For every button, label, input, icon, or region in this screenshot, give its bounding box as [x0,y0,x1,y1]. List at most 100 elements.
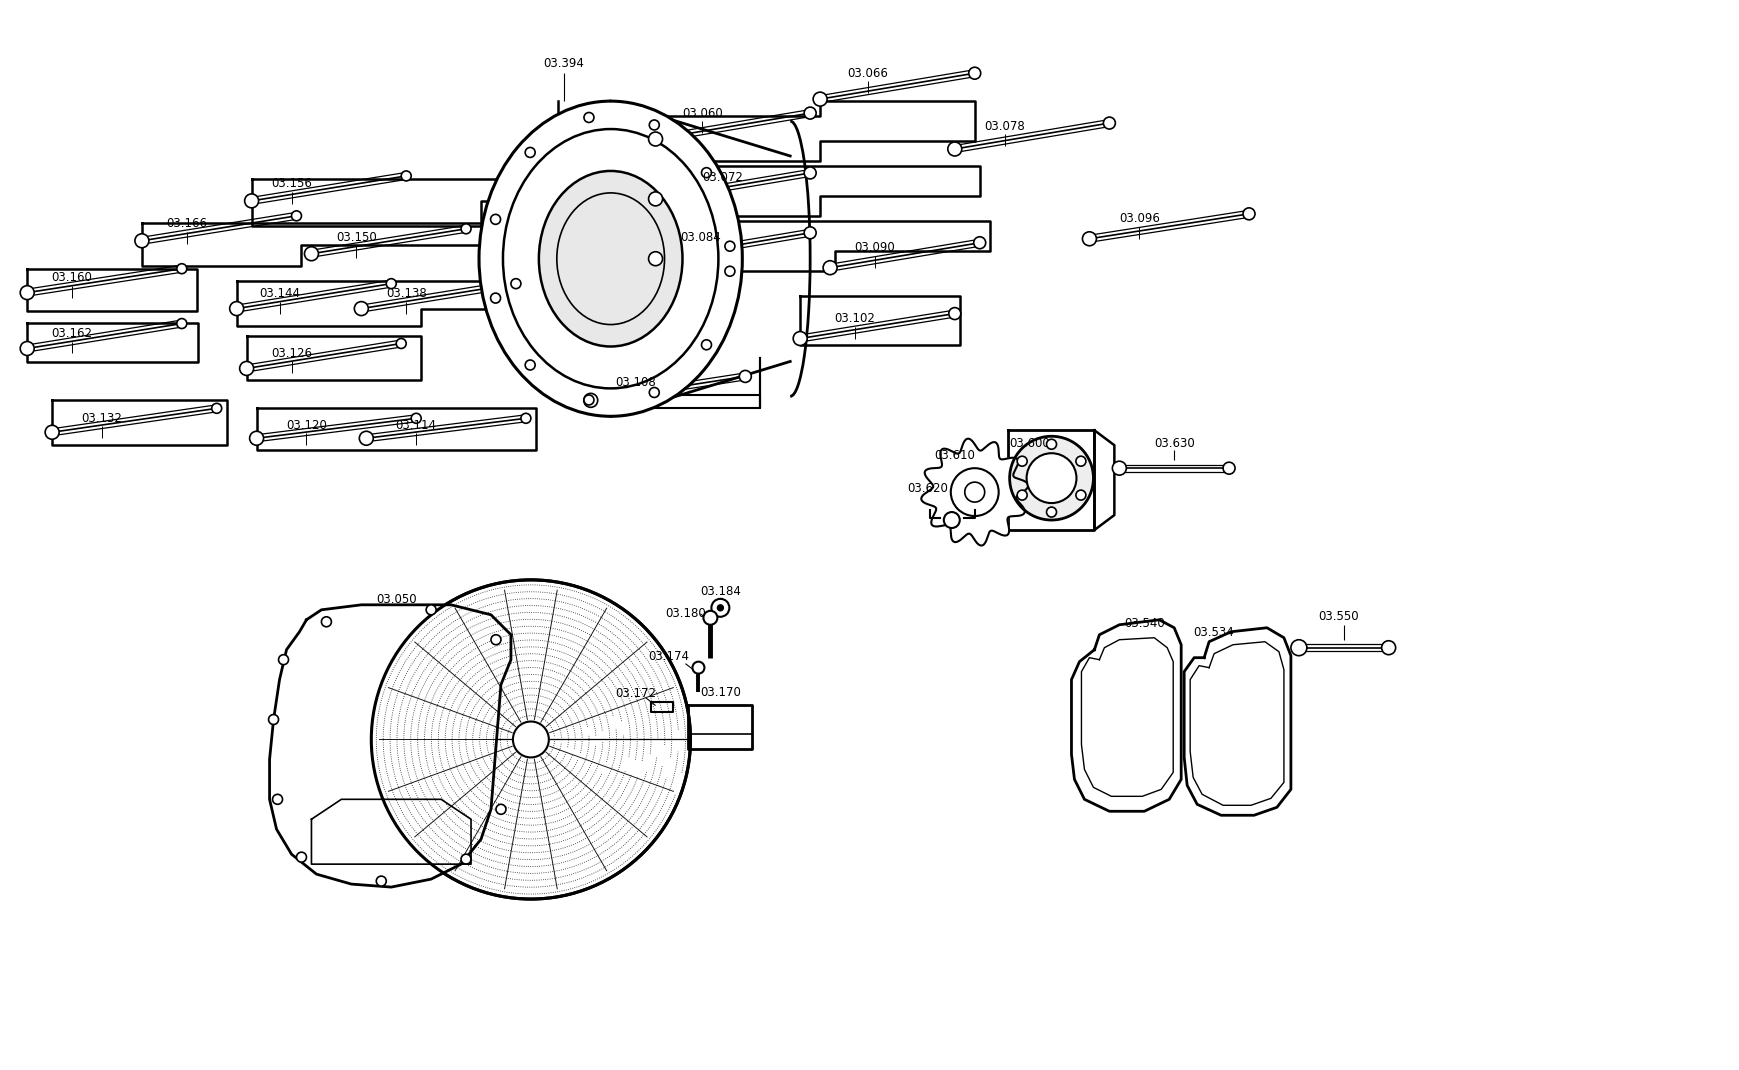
Circle shape [725,266,734,276]
Text: 03.540: 03.540 [1123,617,1163,630]
Circle shape [511,278,520,289]
Ellipse shape [478,102,743,416]
Circle shape [583,394,598,408]
Polygon shape [1184,628,1290,815]
Circle shape [1017,456,1026,467]
Circle shape [803,227,816,239]
Circle shape [21,341,35,355]
Circle shape [1082,232,1096,246]
Text: 03.078: 03.078 [984,120,1024,133]
Circle shape [584,112,593,122]
Circle shape [496,805,506,814]
Text: 03.096: 03.096 [1118,212,1160,226]
Polygon shape [270,605,511,887]
Circle shape [45,425,59,440]
Text: 03.160: 03.160 [52,271,92,285]
Circle shape [240,362,254,376]
Text: 03.150: 03.150 [336,231,377,244]
Circle shape [360,431,374,445]
Circle shape [1009,437,1092,520]
Circle shape [396,338,405,349]
Text: 03.120: 03.120 [285,418,327,432]
Circle shape [322,616,330,627]
Text: 03.066: 03.066 [847,66,889,79]
Circle shape [525,148,536,157]
Circle shape [525,360,536,370]
Circle shape [1223,462,1235,474]
Text: 03.170: 03.170 [699,686,741,699]
Circle shape [426,605,436,615]
Text: 03.172: 03.172 [616,687,656,700]
Circle shape [296,852,306,862]
Circle shape [812,92,826,106]
Circle shape [649,251,663,265]
Circle shape [803,167,816,179]
Circle shape [461,854,471,865]
Circle shape [177,319,186,328]
Text: 03.138: 03.138 [386,287,426,300]
Circle shape [725,241,734,251]
Ellipse shape [539,171,682,347]
Circle shape [461,224,471,233]
Circle shape [249,431,263,445]
Text: 03.534: 03.534 [1193,626,1233,639]
Text: 03.156: 03.156 [271,178,311,190]
Ellipse shape [503,129,718,388]
Circle shape [21,286,35,300]
Text: 03.550: 03.550 [1318,610,1358,624]
Circle shape [949,469,998,516]
Circle shape [278,655,289,664]
Polygon shape [920,439,1028,546]
Text: 03.060: 03.060 [682,107,722,120]
Circle shape [803,107,816,119]
Circle shape [943,513,960,528]
Circle shape [969,67,981,79]
Text: 03.630: 03.630 [1153,437,1195,449]
Circle shape [273,794,282,805]
Circle shape [948,307,960,320]
Circle shape [268,715,278,724]
Circle shape [1045,507,1056,517]
Text: 03.394: 03.394 [543,57,584,70]
Circle shape [739,370,751,382]
Circle shape [1111,461,1125,475]
Circle shape [692,661,704,674]
Text: 03.090: 03.090 [854,241,896,255]
Text: 03.072: 03.072 [701,171,743,184]
Circle shape [1075,490,1085,500]
Circle shape [649,387,659,397]
Circle shape [1242,208,1254,219]
Circle shape [1290,640,1306,656]
Circle shape [402,171,410,181]
Text: 03.162: 03.162 [52,327,92,340]
Circle shape [520,413,530,424]
Circle shape [410,413,421,424]
Text: 03.102: 03.102 [835,312,875,325]
Circle shape [230,302,243,316]
Text: 03.600: 03.600 [1009,437,1049,449]
Circle shape [292,211,301,220]
Circle shape [1075,456,1085,467]
Text: 03.108: 03.108 [616,376,656,388]
Circle shape [701,168,711,178]
Text: 03.144: 03.144 [259,287,299,300]
Circle shape [513,721,548,758]
Circle shape [649,132,663,146]
Circle shape [716,605,723,611]
Circle shape [490,293,501,303]
Circle shape [963,483,984,502]
Polygon shape [1071,620,1181,811]
Circle shape [177,263,186,274]
Circle shape [386,278,396,289]
Text: 03.180: 03.180 [664,608,706,621]
Circle shape [1381,641,1395,655]
Circle shape [490,214,501,225]
Circle shape [1017,490,1026,500]
Text: 03.126: 03.126 [271,347,311,360]
Circle shape [649,120,659,129]
Circle shape [376,876,386,886]
Circle shape [370,580,690,899]
Circle shape [974,236,984,248]
Circle shape [1026,454,1076,503]
Text: 03.620: 03.620 [908,482,948,494]
